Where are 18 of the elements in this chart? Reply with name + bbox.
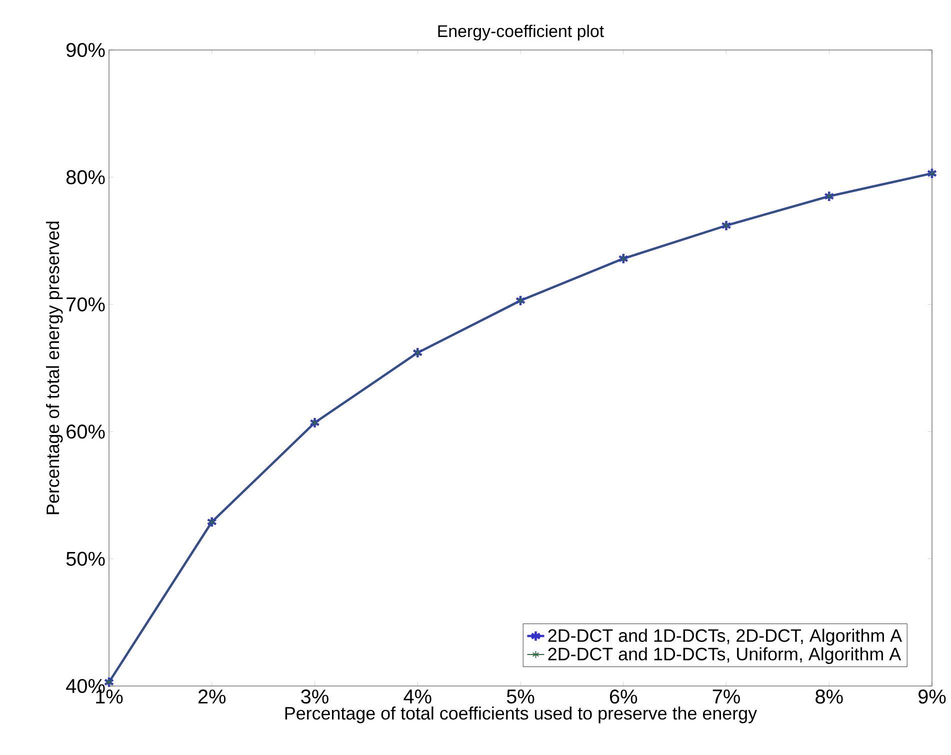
y-tick-label: 90% — [66, 42, 105, 58]
x-tick-label: 8% — [816, 690, 843, 704]
x-tick-label: 6% — [610, 690, 638, 704]
y-axis-title: Percentage of total energy preserved — [46, 222, 63, 514]
y-tick-label: 60% — [66, 424, 105, 439]
y-tick-label: 50% — [66, 552, 105, 566]
y-tick-label: 80% — [66, 170, 105, 184]
x-tick-label: 7% — [712, 690, 740, 704]
x-tick-label: 2% — [198, 690, 226, 704]
y-tick-label: 70% — [66, 297, 105, 312]
x-axis-title: Percentage of total coefficients used to preserve the energy — [285, 706, 757, 724]
legend-label: 2D-DCT and 1D-DCTs, Uniform, Algorithm A — [548, 647, 902, 664]
x-tick-label: 3% — [301, 690, 328, 704]
chart-title: Energy-coefficient plot — [438, 24, 604, 40]
legend-label: 2D-DCT and 1D-DCTs, 2D-DCT, Algorithm A — [548, 628, 902, 646]
x-tick-label: 9% — [918, 690, 946, 704]
x-tick-label: 5% — [506, 690, 534, 704]
x-tick-label: 4% — [404, 690, 432, 704]
